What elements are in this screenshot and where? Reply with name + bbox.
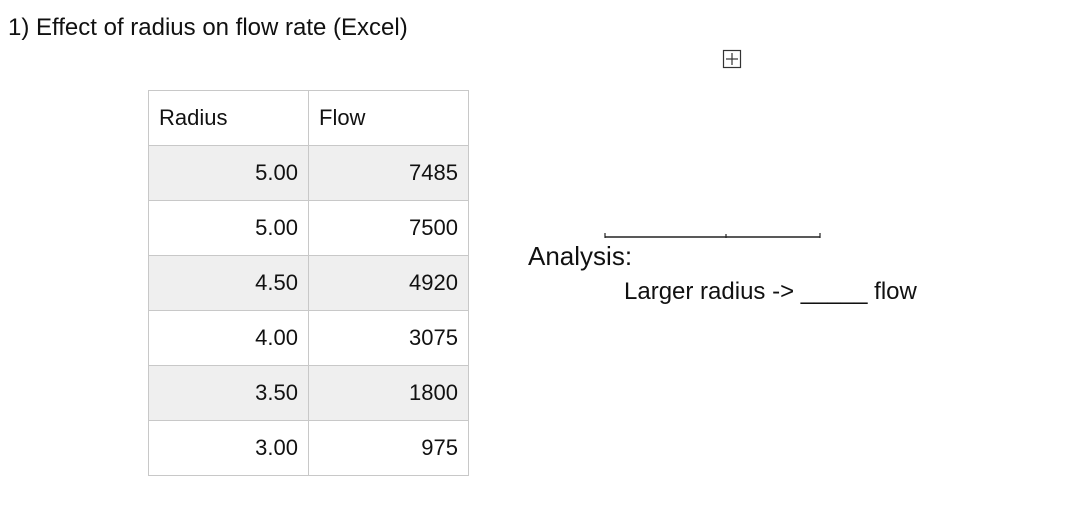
table-cell: 975 — [308, 420, 469, 476]
table-row: 3.00 975 — [148, 420, 469, 476]
table-cell: 4920 — [308, 255, 469, 311]
table-cell: 5.00 — [148, 145, 309, 201]
data-table: Radius Flow 5.00 7485 5.00 7500 4.50 4920 4.00 30… — [148, 90, 469, 476]
table-cell: 4.00 — [148, 310, 309, 366]
table-row: 3.50 1800 — [148, 365, 469, 421]
table-cell: 4.50 — [148, 255, 309, 311]
table-row: 5.00 7485 — [148, 145, 469, 201]
table-cell: 3075 — [308, 310, 469, 366]
table-cell: 7485 — [308, 145, 469, 201]
header-cell: Radius — [148, 90, 309, 146]
analysis-label: Analysis: — [528, 241, 633, 271]
table-cell: 3.50 — [148, 365, 309, 421]
analysis-text: Larger radius -> _____ flow — [624, 278, 917, 305]
table-row: 5.00 7500 — [148, 200, 469, 256]
header-cell: Flow — [308, 90, 469, 146]
header-row: Radius Flow — [148, 90, 469, 146]
underline — [604, 233, 821, 238]
table-cell: 5.00 — [148, 200, 309, 256]
table-cell: 3.00 — [148, 420, 309, 476]
title: 1) Effect of radius on flow rate (Excel) — [8, 14, 408, 41]
table-row: 4.00 3075 — [148, 310, 469, 366]
table-cell: 7500 — [308, 200, 469, 256]
expand-icon[interactable] — [722, 49, 744, 71]
table-row: 4.50 4920 — [148, 255, 469, 311]
table-cell: 1800 — [308, 365, 469, 421]
